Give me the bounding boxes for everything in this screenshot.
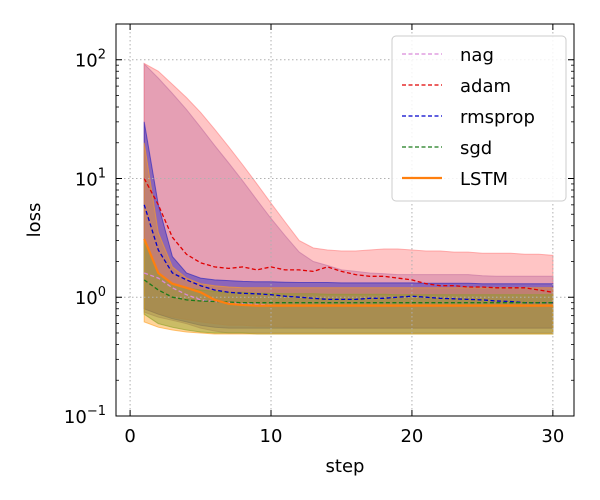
x-tick-label: 30 — [541, 426, 564, 447]
legend-label-lstm: LSTM — [460, 169, 508, 190]
y-tick-label: 102 — [75, 48, 106, 72]
legend-label-adam: adam — [460, 76, 511, 97]
series-line-rmsprop — [143, 204, 553, 304]
legend-label-nag: nag — [460, 45, 494, 66]
series-line-lstm — [143, 238, 553, 307]
series-lines — [143, 178, 554, 307]
legend-box — [391, 35, 567, 202]
legend: nag adam rmsprop sgd LSTM — [391, 35, 567, 202]
y-tick-labels: 10−1 100 101 102 — [64, 48, 106, 428]
legend-label-sgd: sgd — [460, 138, 492, 159]
series-line-sgd — [143, 279, 553, 304]
confidence-bands — [143, 62, 554, 335]
x-axis-label: step — [326, 456, 365, 477]
y-tick-label: 101 — [75, 166, 106, 190]
plot-frame — [115, 23, 575, 417]
legend-label-rmsprop: rmsprop — [460, 107, 535, 128]
x-tick-label: 0 — [124, 426, 135, 447]
y-tick-label: 100 — [75, 285, 106, 309]
y-axis-label: loss — [24, 203, 45, 238]
x-tick-label: 10 — [260, 426, 283, 447]
series-line-adam — [143, 178, 554, 293]
x-tick-label: 20 — [400, 426, 423, 447]
band-lstm — [143, 142, 554, 335]
x-tick-labels: 0 10 20 30 — [124, 426, 564, 447]
y-tick-label: 10−1 — [64, 404, 106, 428]
